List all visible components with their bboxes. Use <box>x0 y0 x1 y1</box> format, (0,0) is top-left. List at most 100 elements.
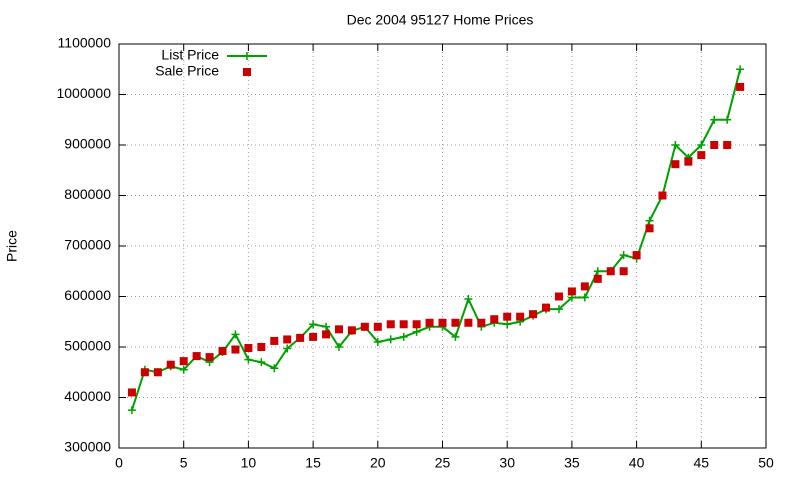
marker <box>231 345 240 354</box>
marker <box>218 347 227 356</box>
marker <box>360 322 369 331</box>
x-tick-label: 50 <box>758 455 774 471</box>
marker <box>127 406 136 415</box>
marker <box>464 318 473 327</box>
marker <box>671 141 680 149</box>
x-tick-label: 15 <box>305 455 321 471</box>
marker <box>451 332 460 341</box>
marker <box>593 274 602 283</box>
x-tick-label: 45 <box>694 455 710 471</box>
marker <box>244 355 253 364</box>
x-tick-label: 30 <box>499 455 515 471</box>
marker <box>477 318 486 327</box>
marker <box>334 343 343 351</box>
legend-label: Sale Price <box>155 63 219 79</box>
marker <box>658 191 667 200</box>
marker <box>270 364 279 373</box>
marker <box>645 216 654 225</box>
marker <box>593 267 602 276</box>
x-tick-label: 40 <box>629 455 645 471</box>
x-tick-label: 25 <box>435 455 451 471</box>
marker <box>671 160 680 169</box>
x-tick-label: 35 <box>564 455 580 471</box>
marker <box>179 365 188 374</box>
marker <box>399 332 408 341</box>
y-tick-label: 300000 <box>64 439 111 455</box>
marker <box>723 115 732 124</box>
marker <box>464 295 473 304</box>
legend-marker <box>243 68 251 76</box>
marker <box>490 315 499 324</box>
marker <box>438 318 447 327</box>
series-line <box>130 69 742 411</box>
marker <box>697 151 706 160</box>
marker <box>205 353 214 362</box>
marker <box>192 352 201 361</box>
marker <box>645 224 654 233</box>
marker <box>619 267 628 276</box>
marker <box>283 335 292 344</box>
marker <box>166 360 175 369</box>
marker <box>606 267 615 276</box>
marker <box>697 141 706 149</box>
chart-title: Dec 2004 95127 Home Prices <box>347 12 534 28</box>
x-tick-label: 10 <box>241 455 257 471</box>
marker <box>270 336 279 345</box>
marker <box>257 343 266 351</box>
plot-frame <box>118 43 767 449</box>
marker <box>736 65 745 74</box>
marker <box>386 335 395 344</box>
marker <box>412 327 421 336</box>
y-tick-label: 500000 <box>64 338 111 354</box>
marker <box>632 251 641 260</box>
marker <box>710 141 719 149</box>
marker <box>322 322 331 331</box>
marker <box>309 332 318 341</box>
y-tick-label: 800000 <box>64 186 111 202</box>
marker <box>723 141 732 149</box>
marker <box>257 358 266 367</box>
marker <box>283 344 292 353</box>
marker <box>309 320 318 329</box>
marker <box>244 344 253 353</box>
y-tick-label: 600000 <box>64 287 111 303</box>
marker <box>153 368 162 377</box>
x-tick-label: 0 <box>115 455 123 471</box>
marker <box>710 115 719 124</box>
y-tick-label: 1100000 <box>58 35 112 51</box>
y-tick-label: 400000 <box>64 388 111 404</box>
marker <box>127 388 136 397</box>
marker <box>425 318 434 327</box>
marker <box>399 320 408 329</box>
marker <box>179 357 188 366</box>
marker <box>451 318 460 327</box>
marker <box>503 320 512 329</box>
marker <box>516 312 525 321</box>
marker <box>736 82 745 91</box>
marker <box>322 330 331 339</box>
marker <box>347 326 356 335</box>
legend-marker <box>243 52 251 60</box>
marker <box>542 303 551 312</box>
marker <box>554 292 563 301</box>
y-tick-label: 900000 <box>64 136 111 152</box>
marker <box>580 282 589 291</box>
marker <box>296 333 305 342</box>
marker <box>386 320 395 329</box>
marker <box>567 287 576 296</box>
marker <box>373 337 382 346</box>
marker <box>412 320 421 329</box>
y-tick-label: 1000000 <box>56 85 111 101</box>
y-axis-label: Price <box>4 230 20 262</box>
marker <box>373 322 382 331</box>
marker <box>140 368 149 377</box>
marker <box>334 325 343 334</box>
marker <box>554 305 563 314</box>
x-tick-label: 5 <box>180 455 188 471</box>
marker <box>231 330 240 339</box>
x-tick-label: 20 <box>370 455 386 471</box>
marker <box>580 293 589 302</box>
marker <box>684 157 693 166</box>
y-tick-label: 700000 <box>64 237 111 253</box>
